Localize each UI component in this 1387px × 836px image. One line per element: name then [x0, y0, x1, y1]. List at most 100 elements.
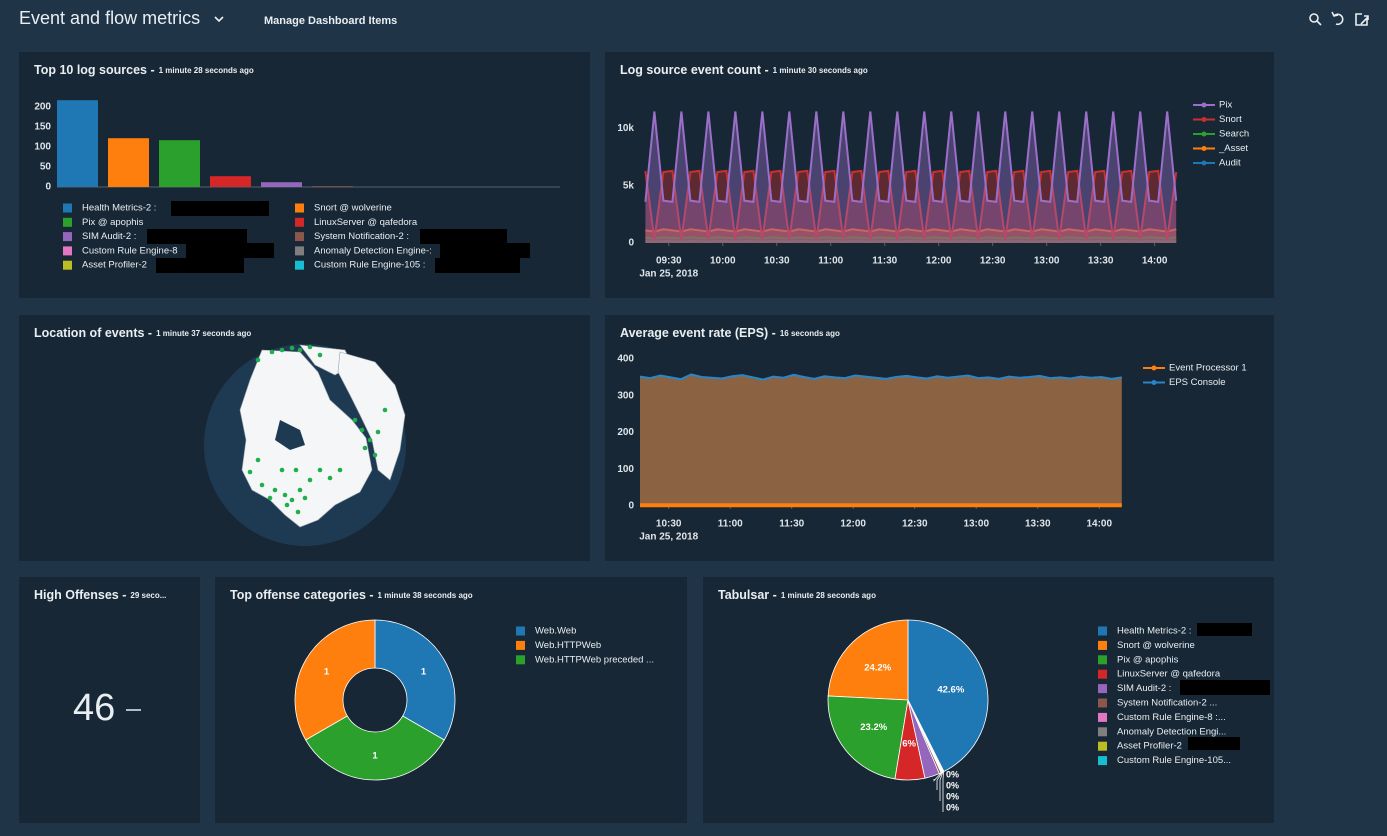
event-dot — [368, 438, 373, 443]
legend-swatch — [1098, 655, 1107, 664]
event-dot — [285, 503, 290, 508]
legend-label: Health Metrics-2 : — [82, 203, 156, 214]
x-tick-label: 12:00 — [840, 519, 866, 530]
bar — [312, 186, 353, 187]
y-tick-label: 100 — [617, 464, 634, 475]
slice-label: 0% — [946, 791, 959, 801]
legend-dot — [1202, 146, 1207, 151]
title-text: Top 10 log sources - — [34, 63, 155, 77]
legend-label: _Asset — [1218, 143, 1248, 154]
legend-label: Snort — [1219, 114, 1242, 125]
legend-dot — [1202, 117, 1207, 122]
title-age: 1 minute 30 seconds ago — [773, 66, 868, 75]
legend-label: Event Processor 1 — [1169, 363, 1247, 374]
x-tick-label: 14:00 — [1142, 256, 1168, 267]
event-dot — [363, 446, 368, 451]
legend-dot — [1202, 103, 1207, 108]
legend-swatch — [63, 218, 72, 227]
y-tick-label: 400 — [617, 354, 634, 365]
legend-label: Custom Rule Engine-8 :... — [1117, 712, 1226, 723]
slice-label: 1 — [372, 751, 378, 762]
legend-label: Pix @ apophis — [1117, 654, 1179, 665]
event-dot — [373, 453, 378, 458]
slice-label: 1 — [324, 667, 330, 678]
x-tick-label: 11:00 — [718, 519, 743, 530]
event-dot — [308, 478, 313, 483]
legend-label: Anomaly Detection Engine-: — [314, 245, 432, 256]
legend-dot — [1152, 380, 1157, 385]
legend-swatch — [516, 655, 525, 664]
legend-label: SIM Audit-2 : — [1117, 683, 1171, 694]
y-tick-label: 5k — [623, 180, 635, 191]
event-dot — [296, 510, 301, 515]
event-dot — [248, 470, 253, 475]
redaction — [1188, 737, 1240, 750]
title-age: 1 minute 28 seconds ago — [159, 66, 254, 75]
x-tick-label: 09:30 — [656, 256, 682, 267]
legend-swatch — [1098, 742, 1107, 751]
title-age: 16 seconds ago — [780, 329, 840, 338]
title-age: 1 minute 38 seconds ago — [378, 591, 473, 600]
slice-label: 42.6% — [937, 684, 964, 695]
legend-label: System Notification-2 ... — [1117, 698, 1217, 709]
legend-swatch — [63, 204, 72, 213]
legend-label: Asset Profiler-2 — [1117, 741, 1182, 752]
slice-label: 6% — [902, 739, 916, 750]
legend-label: Pix — [1219, 100, 1232, 111]
legend-label: Asset Profiler-2 — [82, 260, 147, 271]
title-age: 29 seco... — [130, 591, 166, 600]
legend-label: Web.HTTPWeb — [535, 640, 601, 651]
dashboard-title[interactable]: Event and flow metrics — [19, 8, 200, 28]
x-tick-label: 13:00 — [963, 519, 989, 530]
bar — [108, 138, 149, 187]
slice-label: 0% — [946, 780, 959, 790]
legend-dot — [1202, 132, 1207, 137]
legend-label: Custom Rule Engine-105 : — [314, 260, 425, 271]
legend-swatch — [516, 641, 525, 650]
legend-label: Anomaly Detection Engi... — [1117, 726, 1226, 737]
x-tick-label: 13:30 — [1025, 519, 1051, 530]
legend-label: Snort @ wolverine — [1117, 640, 1195, 651]
legend-swatch — [295, 232, 304, 241]
event-dot — [283, 493, 288, 498]
y-tick-label: 10k — [617, 123, 634, 134]
bar — [159, 140, 200, 187]
slice-label: 24.2% — [864, 663, 891, 674]
event-dot — [290, 498, 295, 503]
redaction — [147, 229, 247, 244]
event-dot — [256, 358, 261, 363]
x-tick-label: 11:30 — [779, 519, 804, 530]
event-dot — [256, 458, 261, 463]
event-dot — [353, 418, 358, 423]
legend-swatch — [295, 204, 304, 213]
y-tick-label: 200 — [34, 102, 51, 113]
legend-dot — [1152, 366, 1157, 371]
y-tick-label: 300 — [617, 390, 634, 401]
series-area — [640, 374, 1122, 506]
title-text: Log source event count - — [620, 63, 769, 77]
bar — [210, 176, 251, 187]
x-tick-label: 14:00 — [1086, 519, 1112, 530]
legend-dot — [1202, 161, 1207, 166]
legend-swatch — [1098, 756, 1107, 765]
event-dot — [318, 468, 323, 473]
y-tick-label: 200 — [617, 427, 634, 438]
event-dot — [260, 483, 265, 488]
title-text: High Offenses - — [34, 588, 126, 602]
redaction — [156, 258, 244, 273]
x-tick-label: 10:30 — [764, 256, 790, 267]
redaction — [1180, 680, 1270, 695]
bar — [57, 100, 98, 187]
redaction — [186, 243, 274, 258]
x-tick-label: 13:30 — [1088, 256, 1114, 267]
title-age: 1 minute 28 seconds ago — [781, 591, 876, 600]
slice-label: 23.2% — [860, 722, 887, 733]
manage-link[interactable]: Manage Dashboard Items — [264, 15, 397, 27]
legend-label: Audit — [1219, 158, 1241, 169]
slice-label: 1 — [421, 667, 427, 678]
y-tick-label: 50 — [40, 162, 52, 173]
legend-label: Pix @ apophis — [82, 217, 144, 228]
legend-swatch — [1098, 670, 1107, 679]
event-dot — [298, 348, 303, 353]
legend-swatch — [1098, 641, 1107, 650]
